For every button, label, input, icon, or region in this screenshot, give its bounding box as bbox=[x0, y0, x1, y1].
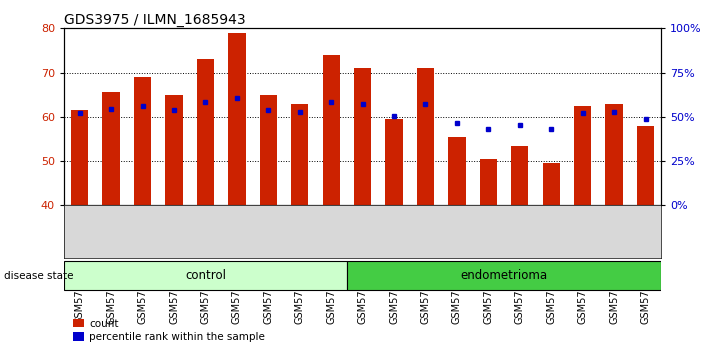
Bar bbox=[417, 68, 434, 205]
Bar bbox=[134, 77, 151, 205]
Bar bbox=[448, 137, 466, 205]
Bar bbox=[480, 159, 497, 205]
Legend: count, percentile rank within the sample: count, percentile rank within the sample bbox=[69, 314, 269, 346]
Bar bbox=[260, 95, 277, 205]
Text: endometrioma: endometrioma bbox=[461, 269, 547, 282]
Bar bbox=[166, 95, 183, 205]
Text: GDS3975 / ILMN_1685943: GDS3975 / ILMN_1685943 bbox=[64, 13, 245, 27]
Bar bbox=[606, 104, 623, 205]
Bar bbox=[511, 145, 528, 205]
Text: disease state: disease state bbox=[4, 271, 73, 281]
Bar bbox=[347, 261, 661, 290]
Bar bbox=[228, 33, 245, 205]
Bar bbox=[385, 119, 402, 205]
Bar bbox=[574, 106, 592, 205]
Bar bbox=[323, 55, 340, 205]
Bar bbox=[64, 261, 347, 290]
Bar bbox=[637, 126, 654, 205]
Bar bbox=[102, 92, 119, 205]
Text: control: control bbox=[185, 269, 226, 282]
Bar bbox=[354, 68, 371, 205]
Bar bbox=[291, 104, 309, 205]
Bar bbox=[542, 163, 560, 205]
Bar bbox=[71, 110, 88, 205]
Bar bbox=[197, 59, 214, 205]
